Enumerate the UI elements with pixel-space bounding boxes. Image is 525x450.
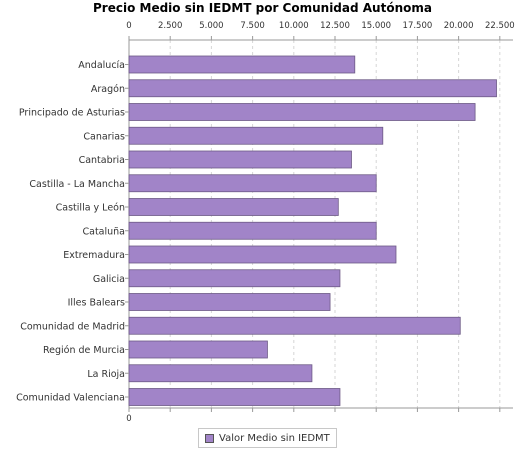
bar [128,340,268,359]
legend: Valor Medio sin IEDMT [198,428,337,448]
category-label: Cantabria [79,155,125,166]
x-tick-label: 7.500 [240,21,264,31]
bar [128,79,497,98]
bar [128,221,377,240]
legend-label: Valor Medio sin IEDMT [219,432,330,444]
bar [128,316,461,335]
x-tick-label-bottom: 0 [126,414,131,424]
legend-swatch [205,433,214,443]
x-tick-label: 5.000 [199,21,223,31]
bar [128,388,341,406]
x-tick-label: 17.500 [403,21,433,31]
category-label: La Rioja [87,369,125,380]
bar [128,103,476,121]
bar [128,55,356,74]
bar [128,198,339,216]
x-tick-label: 2.500 [158,21,182,31]
category-label: Castilla y León [56,203,125,214]
bar [128,150,352,169]
bar [128,174,377,193]
chart-title: Precio Medio sin IEDMT por Comunidad Aut… [93,1,432,15]
category-label: Comunidad Valenciana [16,393,125,404]
bar [128,245,397,264]
x-tick-label: 0 [126,21,131,31]
x-tick-label: 22.500 [485,21,515,31]
bar [128,293,331,311]
x-tick-label: 10.000 [279,21,309,31]
x-tick-label: 15.000 [361,21,391,31]
category-label: Extremadura [63,250,125,261]
category-label: Andalucía [78,60,125,71]
category-label: Principado de Asturias [19,108,125,119]
category-label: Castilla - La Mancha [29,179,125,190]
category-label: Illes Balears [68,298,125,309]
bar [128,364,313,383]
category-label: Región de Murcia [43,345,125,356]
category-label: Aragón [91,84,125,95]
x-tick-label: 20.000 [444,21,474,31]
category-label: Galicia [93,274,125,285]
category-label: Comunidad de Madrid [20,321,125,332]
bar [128,269,341,288]
category-label: Cataluña [82,226,125,237]
category-label: Canarias [83,131,125,142]
x-tick-label: 12.500 [320,21,350,31]
bar [128,126,384,145]
